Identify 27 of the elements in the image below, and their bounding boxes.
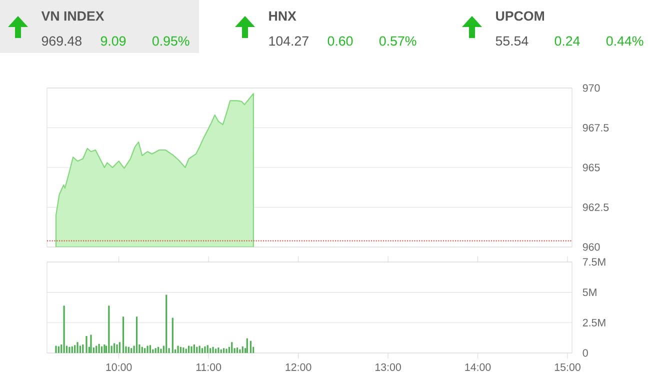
y-tick-label: 5M [582, 288, 596, 296]
y-tick-label: 7.5M [582, 258, 606, 266]
x-tick-label: 14:00 [465, 363, 491, 371]
text: UPCOM [496, 11, 544, 21]
y-tick-label: 0 [582, 349, 588, 357]
text: 0.44% [606, 36, 644, 46]
text: 0.60 [328, 36, 353, 46]
text: 0.95% [152, 36, 190, 46]
text: 55.54 [496, 36, 528, 46]
x-tick-label: 13:00 [376, 363, 401, 371]
text: 969.48 [42, 36, 82, 46]
x-tick-label: 10:00 [106, 363, 132, 371]
y-tick-label: 960 [582, 243, 600, 251]
x-tick-label: 11:00 [196, 363, 222, 371]
y-tick-label: 965 [582, 164, 600, 172]
y-tick-label: 967.5 [582, 124, 609, 132]
text: 9.09 [100, 36, 126, 46]
text: 104.27 [269, 36, 308, 46]
text: 0.57% [379, 36, 416, 46]
y-tick-label: 970 [582, 84, 600, 92]
text: 0.24 [554, 36, 580, 46]
y-tick-label: 962.5 [582, 203, 609, 212]
y-tick-label: 2.5M [582, 318, 606, 326]
x-tick-label: 15:00 [554, 363, 580, 371]
text: VN INDEX [41, 11, 104, 21]
x-tick-label: 12:00 [286, 363, 312, 371]
text: HNX [269, 11, 296, 21]
